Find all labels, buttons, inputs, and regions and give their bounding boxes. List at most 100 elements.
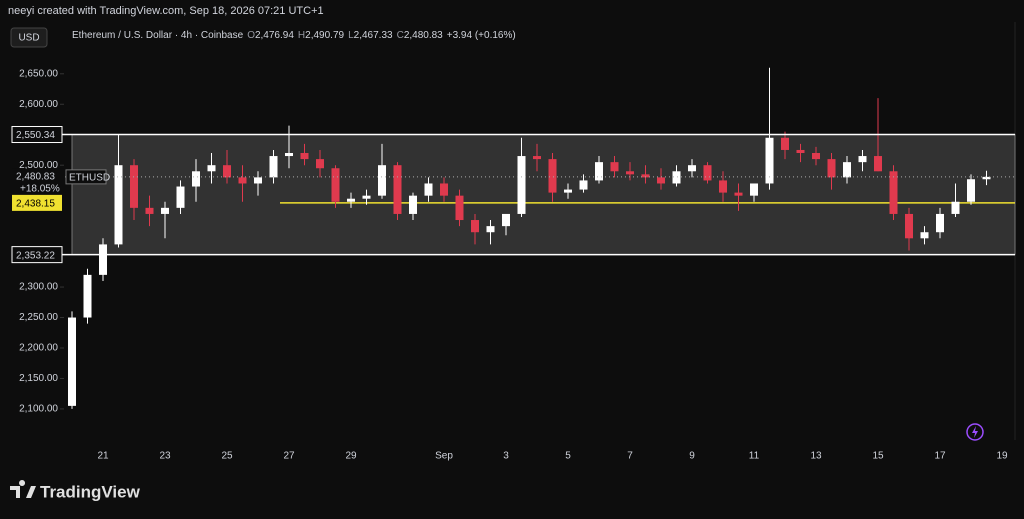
candle-body [967,179,975,202]
candle-body [502,213,510,227]
x-tick-label: 7 [627,451,633,462]
candle-body [827,159,836,178]
x-tick-label: 25 [221,451,233,462]
ohlc-item: O2,476.94 [247,30,294,41]
candle-body [393,165,402,214]
x-tick-label: 29 [345,451,357,462]
candle-body [719,180,727,193]
candle-body [951,201,960,214]
y-tick-label: 2,500.00 [19,160,58,171]
x-tick-label: 23 [159,451,171,462]
candle-body [83,274,92,318]
candle-body [734,192,743,196]
currency-label[interactable]: USD [18,33,39,44]
candle-body [672,171,681,184]
y-tick-label: 2,300.00 [19,282,58,293]
candle-body [409,195,417,214]
candle-body [843,162,851,178]
logo [10,480,36,498]
ohlc-item: C2,480.83 [397,30,443,41]
candle-body [207,165,216,172]
candle-body [455,195,464,221]
ohlc-key: O [247,30,255,41]
candle-body [889,171,898,214]
candle-body [874,156,882,172]
last-price-change: +18.05% [20,184,60,195]
candle-body [424,183,433,196]
candle-body [657,177,665,184]
ohlc-value: 2,490.79 [305,30,345,41]
series-title: Ethereum / U.S. Dollar · 4h · Coinbase [72,30,244,41]
change: +3.94 (+0.16%) [446,30,516,41]
candle-body [269,156,278,178]
x-tick-label: 27 [283,451,295,462]
support-label: 2,438.15 [16,199,55,210]
ohlc-value: 2,467.33 [353,30,393,41]
legend-header: Ethereum / U.S. Dollar · 4h · Coinbase O… [72,30,516,41]
credit: neeyi created with TradingView.com, Sep … [8,5,324,17]
ohlc-item: L2,467.33 [348,30,393,41]
x-tick-label: Sep [435,451,453,462]
candle-body [161,207,169,214]
y-tick-label: 2,650.00 [19,68,58,79]
x-tick-label: 3 [503,451,509,462]
ohlc-values: O2,476.94 H2,490.79 L2,467.33 C2,480.83 [247,30,443,41]
x-tick-label: 21 [97,451,109,462]
lightning-icon[interactable] [966,423,984,441]
y-tick-label: 2,100.00 [19,404,58,415]
candle-body [781,137,789,150]
ohlc-value: 2,476.94 [254,30,294,41]
level-label: 2,353.22 [16,250,55,261]
candle-body [765,137,774,184]
level-tag [11,126,63,144]
candle-body [192,171,200,187]
x-tick-label: 15 [872,451,884,462]
candle-body [238,177,247,184]
ohlc-key: L [348,30,354,41]
candle-body [905,213,913,239]
candle-body [486,226,495,233]
level-tag [11,246,63,264]
candle-body [517,156,526,214]
last-price-label: 2,480.83 [16,172,55,183]
candle-body [533,156,541,160]
candle-body [610,162,619,172]
candle-body [130,165,138,208]
candle-body [936,213,944,233]
y-tick-label: 2,250.00 [19,312,58,323]
candle-body [254,177,262,184]
x-tick-label: 19 [996,451,1008,462]
candle-body [223,165,231,178]
candle-body [347,198,355,202]
ohlc-value: 2,480.83 [403,30,443,41]
candle-body [812,153,820,160]
candle-body [548,159,557,193]
candle-body [796,149,805,154]
candle-body [68,317,76,406]
candle-body [579,180,588,190]
candle-body [378,165,386,196]
y-tick-label: 2,150.00 [19,373,58,384]
candle-body [176,186,185,208]
currency-button[interactable] [10,27,48,48]
brand: TradingView [40,482,141,501]
candle-body [982,176,991,180]
support-tag [12,194,62,211]
candle-body [920,232,929,239]
ohlc-key: H [297,30,306,41]
x-tick-label: 9 [689,451,695,462]
x-tick-label: 11 [749,451,760,462]
candle-body [362,195,371,199]
y-tick-label: 2,600.00 [19,99,58,110]
range-zone [71,134,1016,256]
symbol-tag [65,169,107,185]
x-tick-label: 5 [565,451,571,462]
candle-body [440,183,448,196]
candle-body [145,207,154,214]
candle-body [703,165,712,181]
x-tick-label: 17 [934,451,946,462]
level-label: 2,550.34 [16,130,55,141]
